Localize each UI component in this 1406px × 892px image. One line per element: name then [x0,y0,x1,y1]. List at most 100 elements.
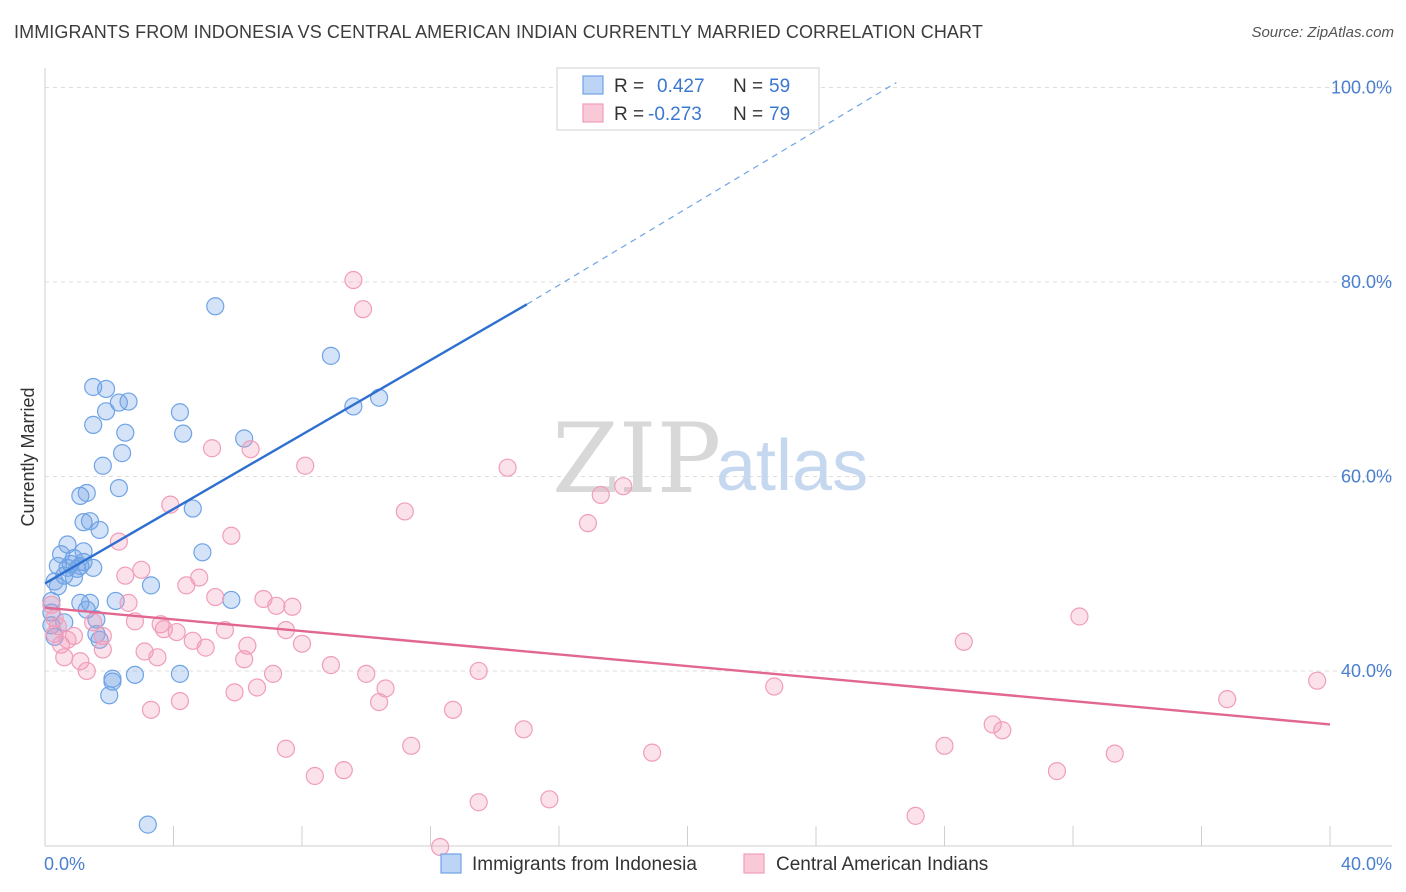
point-central-american-indian [167,622,186,642]
point-central-american-indian [141,700,161,719]
point-central-american-indian [983,715,1002,734]
point-indonesia [87,610,106,629]
point-central-american-indian [540,790,559,809]
legend-r-value-1: 0.427 [657,76,705,97]
point-indonesia [170,403,190,422]
point-central-american-indian [395,502,414,521]
y-tick-label: 80.0% [1341,272,1392,292]
point-central-american-indian [357,664,376,683]
point-central-american-indian [93,626,112,646]
point-central-american-indian [954,632,973,651]
point-indonesia [80,593,100,612]
point-indonesia [93,456,112,475]
point-indonesia [222,590,241,610]
point-central-american-indian [443,700,463,719]
x-axis-ticks [173,826,1331,846]
point-indonesia [77,483,96,503]
legend-swatch-blue [582,75,604,95]
point-indonesia [48,577,67,596]
y-tick-label: 60.0% [1341,466,1392,486]
point-central-american-indian [498,458,517,477]
point-indonesia [100,686,119,705]
legend-r-label-2: R = [614,104,644,125]
point-indonesia [138,815,157,834]
point-central-american-indian [84,613,103,632]
point-central-american-indian [263,664,283,683]
point-central-american-indian [276,739,296,758]
point-indonesia [116,423,135,442]
legend-n-label-2: N = [733,104,763,125]
trend-lines [44,82,1331,726]
point-indonesia [84,415,103,435]
point-central-american-indian [267,596,286,615]
point-central-american-indian [1308,671,1327,690]
point-central-american-indian [235,650,254,669]
point-central-american-indian [1047,762,1067,781]
legend-n-label-1: N = [733,76,763,97]
point-indonesia [96,402,116,421]
point-central-american-indian [238,636,257,655]
point-indonesia [206,297,225,316]
point-indonesia [174,424,193,443]
point-central-american-indian [334,761,353,780]
point-central-american-indian [225,683,244,702]
point-central-american-indian [196,638,215,657]
point-central-american-indian [119,593,138,612]
bottom-legend-label-blue: Immigrants from Indonesia [472,854,697,875]
point-indonesia [235,429,254,448]
point-central-american-indian [170,691,190,711]
legend-box: R = 0.427 N = 59 R = -0.273 N = 79 [556,67,820,131]
bottom-legend-label-pink: Central American Indians [776,854,988,875]
point-indonesia [109,393,128,412]
point-central-american-indian [935,736,954,755]
x-tick-label-max: 40.0% [1341,854,1392,874]
point-central-american-indian [1218,690,1237,709]
point-central-american-indian [206,587,225,607]
point-indonesia [321,346,341,365]
y-tick-labels: 40.0% 60.0% 80.0% 100.0% [1331,77,1392,681]
y-axis-title: Currently Married [18,387,38,526]
point-central-american-indian [296,456,315,475]
point-central-american-indian [93,640,112,659]
trend-line-indonesia [44,303,528,585]
data-points [42,270,1327,857]
point-indonesia [84,558,103,577]
point-central-american-indian [1070,607,1089,626]
point-central-american-indian [344,270,363,290]
source-credit: Source: ZipAtlas.com [1251,24,1394,41]
point-central-american-indian [993,721,1012,740]
legend-r-value-2: -0.273 [648,104,702,125]
point-indonesia [109,479,128,498]
point-central-american-indian [55,648,74,667]
point-indonesia [87,624,106,644]
y-tick-label: 100.0% [1331,77,1392,97]
point-central-american-indian [190,568,209,587]
point-central-american-indian [202,439,222,458]
point-central-american-indian [1105,744,1124,763]
point-indonesia [141,576,161,595]
bottom-legend: Immigrants from Indonesia Central Americ… [440,853,988,875]
point-central-american-indian [305,766,324,786]
point-indonesia [119,392,138,411]
point-indonesia [58,535,77,554]
point-central-american-indian [241,440,260,459]
point-central-american-indian [402,736,421,755]
point-central-american-indian [292,634,312,653]
gridlines [45,86,1392,672]
point-central-american-indian [132,560,151,579]
point-central-american-indian [578,514,598,533]
point-central-american-indian [376,679,395,698]
point-indonesia [96,379,116,399]
point-indonesia [125,665,145,684]
point-central-american-indian [148,648,167,667]
trend-line-indonesia-extension [526,82,897,305]
watermark-atlas: atlas [716,426,868,506]
point-central-american-indian [469,661,488,681]
point-central-american-indian [64,626,84,646]
point-central-american-indian [353,300,373,319]
point-central-american-indian [215,621,234,640]
point-indonesia [183,499,202,518]
point-central-american-indian [514,720,533,739]
point-central-american-indian [906,806,925,825]
